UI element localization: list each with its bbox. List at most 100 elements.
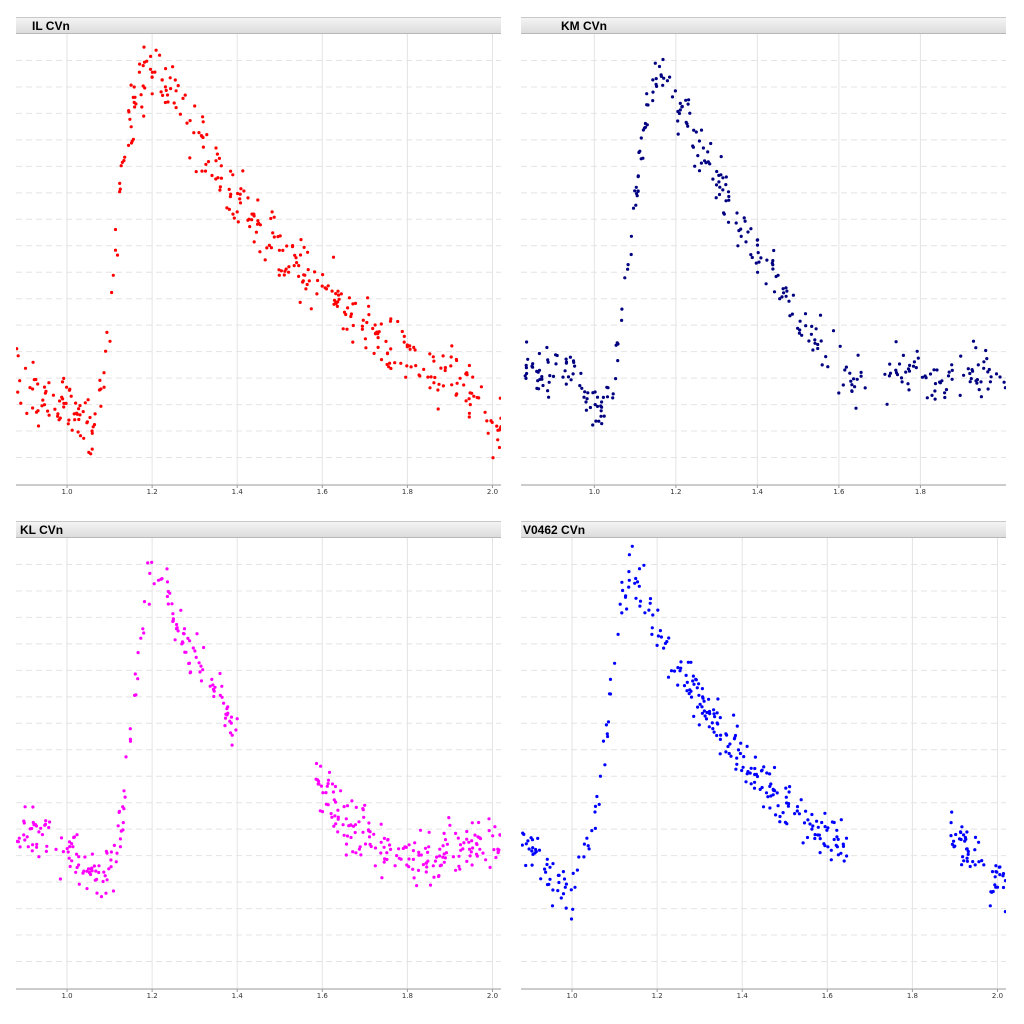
data-point	[393, 361, 397, 365]
data-point	[966, 849, 970, 854]
data-point	[974, 379, 978, 383]
data-point	[715, 721, 719, 725]
data-point	[424, 870, 428, 874]
data-point	[988, 380, 992, 384]
data-point	[105, 878, 109, 882]
data-point	[907, 369, 912, 373]
data-point	[72, 835, 76, 839]
data-point	[791, 293, 795, 297]
data-point	[811, 824, 815, 828]
data-point	[488, 865, 492, 869]
data-point	[454, 831, 458, 835]
data-point	[188, 639, 192, 643]
data-point	[841, 844, 846, 848]
data-point	[353, 823, 358, 827]
data-point	[465, 829, 469, 834]
data-point	[150, 70, 154, 74]
data-point	[366, 296, 370, 300]
data-point	[101, 879, 105, 884]
data-point	[85, 887, 89, 891]
data-point	[229, 169, 233, 173]
data-point	[795, 805, 800, 809]
x-tick-label: 1.2	[652, 992, 663, 1000]
data-point	[564, 882, 568, 886]
data-point	[772, 290, 777, 294]
data-point	[950, 377, 954, 381]
data-point	[345, 804, 350, 808]
data-point	[238, 201, 243, 205]
data-point	[90, 447, 94, 451]
data-point	[147, 602, 151, 606]
data-point	[960, 863, 964, 867]
data-point	[159, 90, 163, 94]
data-point	[113, 227, 118, 232]
data-point	[18, 379, 22, 383]
data-point	[935, 368, 939, 372]
data-point	[119, 164, 123, 168]
data-point	[554, 362, 558, 366]
data-point	[349, 312, 353, 316]
data-point	[693, 164, 697, 168]
data-point	[74, 870, 78, 874]
data-point	[643, 611, 647, 615]
data-point	[31, 843, 35, 847]
data-point	[491, 834, 495, 838]
data-point	[77, 417, 81, 422]
data-point	[735, 211, 739, 215]
data-point	[230, 733, 234, 737]
data-point	[623, 276, 627, 280]
data-point	[968, 380, 972, 384]
data-point	[247, 217, 251, 221]
data-point	[859, 370, 863, 374]
data-point	[977, 860, 981, 864]
data-point	[75, 865, 79, 870]
data-point	[193, 649, 197, 653]
data-point	[97, 870, 101, 875]
data-point	[643, 121, 647, 126]
data-point	[103, 874, 107, 878]
data-point	[912, 360, 916, 364]
data-point	[700, 687, 704, 691]
data-point	[399, 857, 403, 861]
data-point	[464, 372, 468, 376]
data-point	[326, 782, 330, 786]
data-point	[968, 371, 972, 376]
data-point	[530, 863, 534, 867]
data-point	[85, 869, 89, 873]
data-point	[758, 787, 762, 791]
data-point	[759, 256, 763, 260]
data-point	[426, 850, 430, 854]
data-point	[344, 817, 348, 821]
data-point	[732, 713, 736, 717]
data-point	[70, 859, 74, 863]
data-point	[721, 176, 725, 180]
data-point	[357, 847, 361, 851]
data-point	[139, 93, 143, 97]
data-point	[171, 65, 175, 69]
data-point	[118, 837, 122, 841]
data-point	[959, 354, 963, 358]
data-point	[938, 380, 942, 384]
data-point	[128, 727, 132, 731]
data-point	[578, 384, 582, 388]
data-point	[70, 428, 74, 432]
data-point	[672, 669, 677, 673]
data-point	[294, 256, 298, 260]
data-point	[686, 124, 690, 128]
data-point	[655, 643, 659, 647]
data-point	[379, 358, 384, 362]
data-point	[546, 360, 550, 364]
data-point	[36, 424, 41, 428]
data-point	[531, 846, 535, 850]
data-point	[608, 692, 613, 696]
data-point	[749, 227, 753, 231]
data-point	[367, 829, 371, 833]
data-point	[161, 93, 165, 97]
data-point	[173, 638, 177, 642]
data-point	[459, 848, 463, 852]
data-point	[642, 563, 646, 567]
data-point	[200, 134, 204, 138]
data-point	[42, 403, 47, 407]
data-point	[349, 823, 353, 827]
data-point	[36, 382, 40, 386]
